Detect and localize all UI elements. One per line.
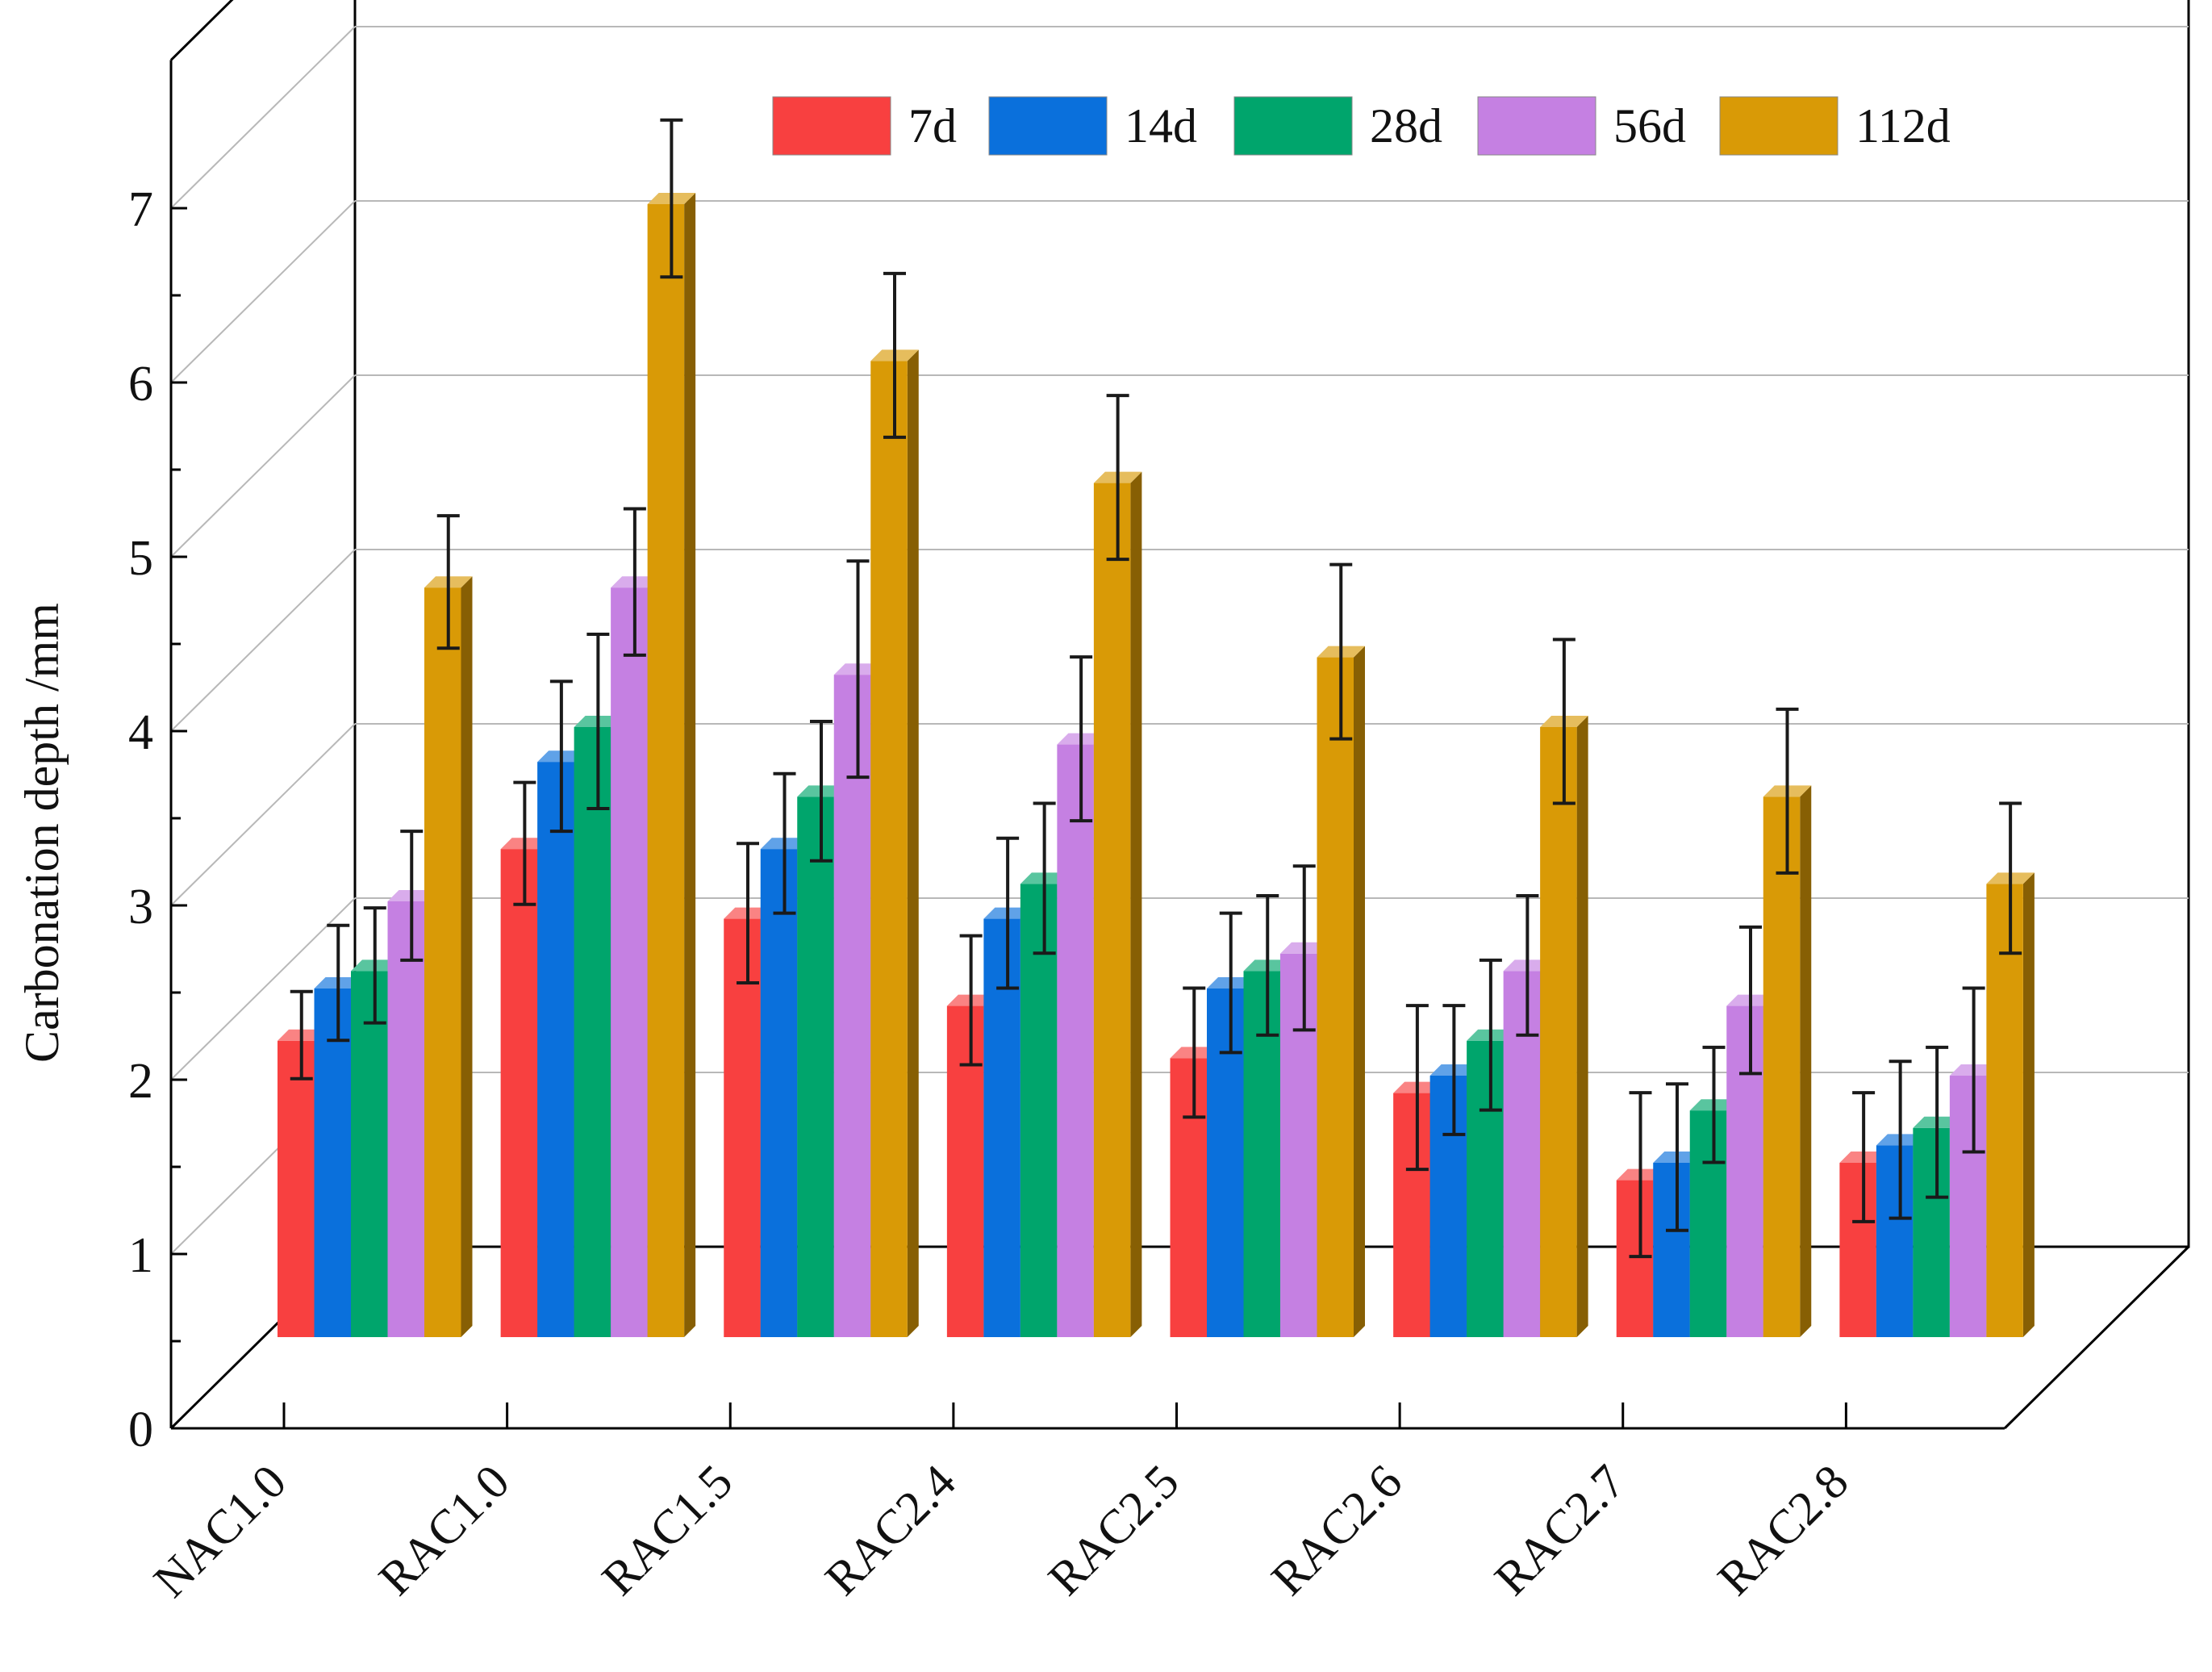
error-bar (1889, 1060, 1912, 1220)
error-bar (1629, 1091, 1652, 1259)
legend-swatch (772, 96, 891, 156)
y-tick-label: 2 (128, 1054, 153, 1109)
y-tick-label: 1 (128, 1228, 153, 1283)
error-bar (1033, 801, 1056, 955)
legend-label: 7d (908, 99, 957, 153)
error-bar (1183, 986, 1206, 1119)
error-bar (1702, 1045, 1726, 1164)
error-bar (846, 559, 870, 780)
bars (278, 118, 2035, 1337)
y-tick-label: 0 (128, 1402, 153, 1457)
legend-item: 7d (772, 96, 957, 156)
error-bar (883, 271, 906, 439)
y-axis-label: Carbonation depth /mm (15, 603, 69, 1063)
legend-item: 56d (1477, 96, 1686, 156)
y-tick-label: 5 (128, 531, 153, 586)
error-bar (1442, 1004, 1466, 1136)
bar (1093, 471, 1142, 1337)
y-tick-label: 6 (128, 357, 153, 412)
legend-item: 28d (1233, 96, 1442, 156)
error-bar (400, 830, 424, 962)
error-bar (810, 720, 833, 863)
y-tick-label: 7 (128, 182, 153, 237)
error-bar (549, 679, 573, 834)
error-bar (1292, 864, 1316, 1032)
error-bar (1256, 894, 1279, 1037)
floor-right-edge (2003, 1245, 2190, 1430)
error-bar (959, 934, 983, 1067)
error-bar (660, 118, 683, 279)
error-bar (1739, 925, 1762, 1076)
legend-label: 56d (1613, 99, 1686, 153)
x-tick-label: RAC2.5 (1038, 1455, 1189, 1606)
legend-label: 14d (1125, 99, 1197, 153)
x-tick-label: NAC1.0 (144, 1455, 296, 1607)
x-tick-label: RAC2.6 (1261, 1455, 1412, 1606)
error-bar (1070, 655, 1093, 823)
error-bar (737, 842, 759, 984)
x-tick-label: RAC2.8 (1708, 1455, 1859, 1606)
gridline-side (170, 549, 356, 732)
bar (1317, 646, 1365, 1337)
x-tick-label: RAC2.7 (1484, 1455, 1635, 1606)
bar (1540, 716, 1588, 1337)
error-bar (1852, 1091, 1876, 1223)
legend-label: 112d (1855, 99, 1951, 153)
bar (1986, 872, 2035, 1337)
legend-swatch (988, 96, 1108, 156)
bar (424, 576, 473, 1337)
error-bar (773, 771, 796, 915)
x-tick-label: RAC1.0 (369, 1455, 520, 1606)
error-bar (1776, 707, 1799, 875)
legend-item: 112d (1719, 96, 1951, 156)
error-bar (1962, 986, 1985, 1154)
error-bar (623, 507, 646, 657)
error-bar (1405, 1004, 1429, 1172)
error-bar (290, 989, 313, 1081)
bar (870, 349, 919, 1337)
side-top-edge (169, 0, 234, 61)
y-tick-label: 3 (128, 880, 153, 934)
error-bar (996, 836, 1020, 990)
error-bar (1106, 394, 1129, 562)
gridline-side (170, 26, 356, 209)
error-bar (1552, 637, 1576, 805)
error-bar (363, 906, 386, 1025)
error-bar (436, 514, 460, 650)
error-bar (1926, 1045, 1949, 1199)
bar (1763, 785, 1812, 1337)
bar (647, 193, 696, 1337)
error-bar (1666, 1082, 1688, 1232)
legend: 7d 14d 28d 56d 112d (772, 96, 1951, 156)
error-bar (1516, 894, 1539, 1037)
y-tick-label: 4 (128, 705, 153, 760)
error-bar (513, 780, 536, 906)
error-bar (327, 923, 350, 1043)
gridline-side (170, 897, 356, 1081)
legend-label: 28d (1370, 99, 1442, 153)
gridline-side (170, 200, 356, 383)
error-bar (1329, 562, 1353, 741)
legend-swatch (1233, 96, 1353, 156)
legend-swatch (1477, 96, 1596, 156)
error-bar (586, 633, 610, 810)
legend-item: 14d (988, 96, 1197, 156)
legend-swatch (1719, 96, 1838, 156)
error-bar (1479, 958, 1502, 1112)
error-bar (1999, 801, 2022, 955)
bar (797, 785, 845, 1337)
x-tick-label: RAC2.4 (815, 1455, 966, 1606)
gridline-side (170, 374, 356, 558)
error-bar (1219, 911, 1242, 1055)
x-tick-label: RAC1.5 (592, 1455, 743, 1606)
gridline-side (170, 723, 356, 906)
